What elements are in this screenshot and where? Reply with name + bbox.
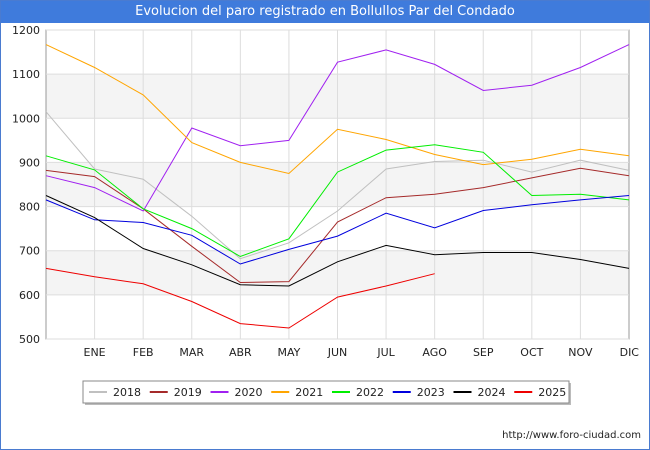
y-tick-label: 1200	[12, 24, 40, 37]
x-axis-ticks: ENE FEB MAR ABR MAY JUN JUL AGO SEP OCT NOV DIC	[84, 346, 640, 359]
x-tick-label: AGO	[422, 346, 447, 359]
y-tick-label: 1000	[12, 112, 40, 125]
x-tick-label: OCT	[520, 346, 543, 359]
series-line-2025	[45, 267, 435, 329]
legend-label-2022: 2022	[356, 386, 384, 399]
y-tick-label: 500	[19, 333, 40, 346]
y-tick-label: 700	[19, 245, 40, 258]
legend-label-2024: 2024	[478, 386, 506, 399]
x-tick-label: JUL	[376, 346, 395, 359]
legend-label-2025: 2025	[538, 386, 566, 399]
legend-label-2020: 2020	[235, 386, 263, 399]
series-line-2020	[45, 44, 630, 212]
series-line-2021	[45, 44, 630, 175]
x-tick-label: JUN	[327, 346, 348, 359]
legend-label-2019: 2019	[174, 386, 202, 399]
x-tick-label: MAR	[179, 346, 204, 359]
legend-label-2018: 2018	[113, 386, 141, 399]
legend: 2018 2019 2020 2021 2022 2023 2024 2025	[82, 380, 571, 405]
y-tick-label: 800	[19, 201, 40, 214]
x-tick-label: FEB	[133, 346, 154, 359]
y-axis-ticks: 500 600 700 800 900 1000 1100 1200	[12, 24, 40, 346]
y-tick-label: 600	[19, 289, 40, 302]
series-line-2024	[45, 195, 630, 287]
legend-label-2021: 2021	[295, 386, 323, 399]
legend-box	[82, 380, 570, 404]
legend-label-2023: 2023	[417, 386, 445, 399]
grid-lines	[46, 29, 629, 340]
x-tick-label: SEP	[473, 346, 494, 359]
x-tick-label: MAY	[277, 346, 300, 359]
series-line-2018	[45, 111, 630, 260]
x-tick-label: NOV	[568, 346, 593, 359]
series-line-2022	[45, 144, 630, 258]
x-tick-label: ABR	[229, 346, 252, 359]
x-tick-label: DIC	[620, 346, 640, 359]
y-tick-label: 900	[19, 156, 40, 169]
chart-title: Evolucion del paro registrado en Bollull…	[1, 1, 649, 23]
y-tick-label: 1100	[12, 68, 40, 81]
series-line-2023	[45, 195, 630, 265]
footer-url: http://www.foro-ciudad.com	[502, 430, 641, 441]
series-lines	[45, 44, 630, 329]
x-tick-label: ENE	[84, 346, 106, 359]
